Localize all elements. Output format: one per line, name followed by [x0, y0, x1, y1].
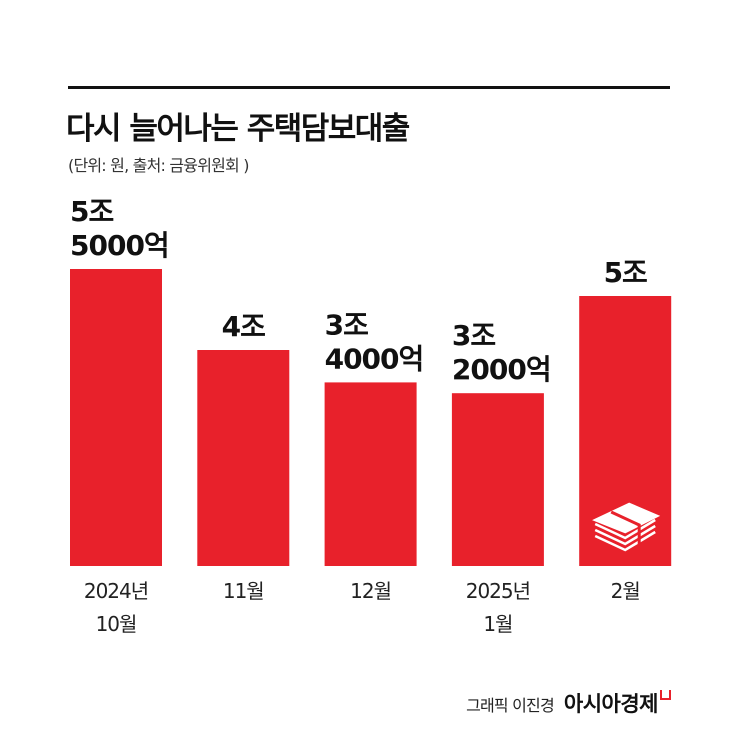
category-label: 2024년: [84, 579, 148, 603]
data-label: 2000억: [452, 353, 551, 386]
data-label: 3조: [452, 319, 495, 352]
brand-logo: 아시아경제: [564, 688, 671, 718]
title-rule: [68, 86, 670, 89]
data-label: 4조: [222, 310, 265, 343]
data-label: 5조: [604, 256, 647, 289]
category-label: 10월: [96, 612, 137, 636]
data-label: 5조: [70, 195, 113, 228]
data-label: 4000억: [325, 342, 424, 375]
category-label: 1월: [483, 612, 512, 636]
bar: [324, 382, 417, 566]
money-stack-icon: [592, 502, 661, 552]
data-label: 5000억: [70, 229, 169, 262]
category-label: 12월: [350, 579, 391, 603]
chart-title: 다시 늘어나는 주택담보대출: [66, 111, 410, 147]
data-label: 3조: [325, 308, 368, 341]
bar: [197, 350, 290, 566]
category-label: 2월: [611, 579, 640, 603]
brand-mark-icon: [660, 690, 671, 700]
category-label: 11월: [223, 579, 264, 603]
bar: [70, 269, 162, 566]
category-label: 2025년: [466, 579, 530, 603]
chart-subtitle: (단위: 원, 출처: 금융위원회 ): [68, 156, 250, 175]
credit-text: 그래픽 이진경: [466, 696, 555, 715]
bar: [451, 393, 544, 566]
credit: 그래픽 이진경 아시아경제: [466, 688, 671, 718]
